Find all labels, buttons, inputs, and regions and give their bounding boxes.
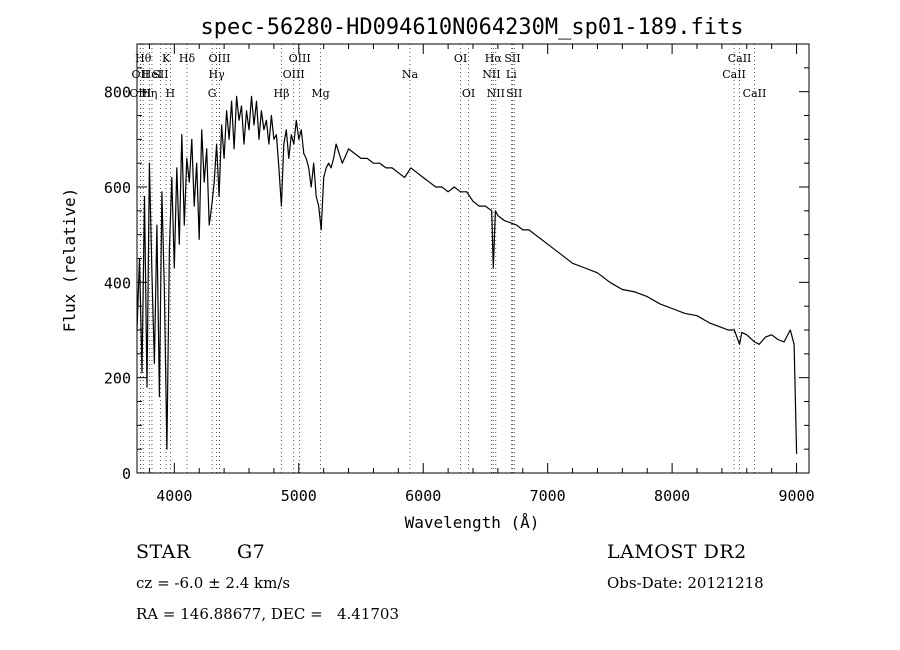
- y-tick-label: 400: [104, 274, 131, 292]
- line-marker-label: Hγ: [209, 68, 226, 81]
- line-marker-label: Hθ: [135, 52, 152, 65]
- line-marker-label: Hδ: [179, 52, 196, 65]
- axes: 4000 5000 6000 7000 8000 9000 0 200 400 600 800: [104, 43, 815, 505]
- spectrum-line: [136, 95, 798, 454]
- x-tick-label: 5000: [281, 487, 317, 505]
- x-axis-label: Wavelength (Å): [405, 513, 540, 532]
- line-marker-label: OIII: [208, 52, 230, 65]
- x-tick-label: 8000: [654, 487, 690, 505]
- line-marker-label: Na: [402, 68, 419, 81]
- line-marker-label: K: [162, 52, 171, 65]
- redshift-readout: cz = -6.0 ± 2.4 km/s: [136, 574, 291, 592]
- y-tick-label: 0: [122, 465, 131, 483]
- x-tick-label: 6000: [405, 487, 441, 505]
- line-marker-label: SII: [152, 68, 168, 81]
- line-marker-label: SII: [504, 52, 520, 65]
- line-marker-label: CaII: [743, 87, 767, 100]
- line-marker-label: H: [166, 87, 176, 100]
- line-marker-label: HeI: [142, 68, 162, 81]
- line-marker-label: OIII: [283, 68, 305, 81]
- observation-date: Obs-Date: 20121218: [607, 574, 764, 592]
- x-tick-label: 4000: [156, 487, 192, 505]
- line-marker-label: OI: [454, 52, 467, 65]
- chart-title: spec-56280-HD094610N064230M_sp01-189.fit…: [200, 15, 743, 40]
- object-subclass: G7: [237, 541, 266, 563]
- coordinates-readout: RA = 146.88677, DEC = 4.41703: [136, 605, 400, 623]
- line-marker-label: NII: [487, 87, 505, 100]
- line-marker-label: Hα: [485, 52, 503, 65]
- x-tick-label: 9000: [778, 487, 814, 505]
- line-marker-label: G: [208, 87, 217, 100]
- y-tick-label: 200: [104, 370, 131, 388]
- line-marker-label: CaII: [728, 52, 752, 65]
- y-tick-label: 600: [104, 179, 131, 197]
- y-axis-label: Flux (relative): [60, 188, 79, 333]
- survey-name: LAMOST DR2: [607, 541, 747, 563]
- line-marker-label: Li: [506, 68, 517, 81]
- line-marker-label: CaII: [722, 68, 746, 81]
- line-marker-label: Hη: [141, 87, 157, 100]
- line-marker-label: OII: [132, 68, 150, 81]
- spectrum-series: [136, 95, 798, 454]
- line-marker-label: Hβ: [274, 87, 290, 100]
- line-marker-label: OI: [462, 87, 475, 100]
- spectral-line-markers: HθOIIOIIIHηHeISIIKHHδGHγOIIIHβOIIIOIIIMg…: [129, 44, 766, 473]
- line-marker-label: Mg: [311, 87, 329, 100]
- line-marker-label: OIII: [129, 87, 151, 100]
- y-tick-label: 800: [104, 84, 131, 102]
- object-class: STAR: [136, 541, 191, 563]
- x-tick-label: 7000: [530, 487, 566, 505]
- line-marker-label: SII: [506, 87, 522, 100]
- line-marker-label: NII: [482, 68, 500, 81]
- line-marker-label: OIII: [289, 52, 311, 65]
